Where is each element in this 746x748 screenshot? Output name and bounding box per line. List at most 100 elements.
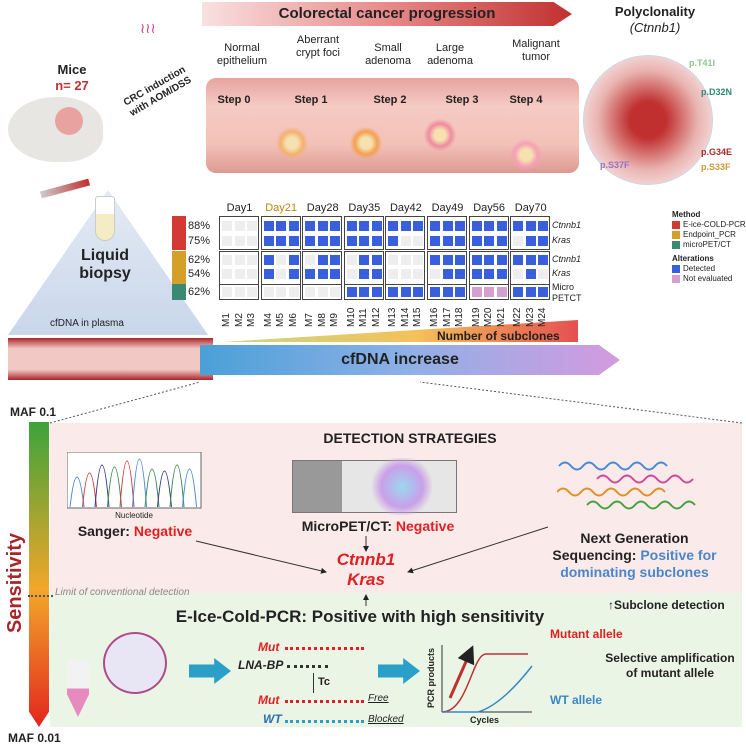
mouse-cell-m14 <box>400 287 411 297</box>
step-label: Step 0 <box>217 94 251 106</box>
mouse-cell-m16 <box>430 236 440 246</box>
legend-swatch <box>672 220 680 229</box>
tc-label: Tc <box>318 676 331 688</box>
blood-tube-icon <box>95 196 115 241</box>
chromatogram-peak <box>69 476 85 508</box>
mouse-cell-m7 <box>305 287 316 297</box>
lesion-illustration <box>510 139 542 171</box>
mouse-cell-m8 <box>317 269 328 279</box>
mouse-cell-m10 <box>346 255 357 265</box>
mouse-cell-m11 <box>359 255 370 265</box>
method-color-bar <box>172 251 186 285</box>
limit-label: Limit of conventional detection <box>55 587 190 598</box>
mouse-cell-m22 <box>513 287 524 297</box>
mouse-cell-m17 <box>442 255 453 265</box>
mice-label: Mice <box>57 62 87 77</box>
maf-top-label: MAF 0.1 <box>10 405 57 419</box>
eicp-title: E-Ice-Cold-PCR: Positive with high sensi… <box>175 607 545 626</box>
mutant-allele-label: Mutant allele <box>550 627 623 641</box>
stage-label: Malignant tumor <box>512 38 560 63</box>
mouse-cell-m9 <box>330 221 341 231</box>
mouse-cell-m20 <box>484 269 495 279</box>
mouse-cell-m21 <box>496 236 507 246</box>
legend-method-item: E-ice-COLD-PCR <box>672 220 746 230</box>
mouse-cell-m12 <box>371 255 382 265</box>
row-gene: Kras <box>552 268 571 278</box>
mouse-cell-m21 <box>496 221 507 231</box>
mouse-cell-m9 <box>330 287 341 297</box>
mouse-cell-m19 <box>471 255 482 265</box>
mouse-cell-m1 <box>222 236 232 246</box>
mouse-cell-m23 <box>525 255 536 265</box>
step-label: Step 3 <box>445 94 479 106</box>
legend-alteration-item: Detected <box>672 264 746 274</box>
mouse-cell-m6 <box>288 236 299 246</box>
step-label: Step 1 <box>294 94 328 106</box>
mouse-cell-m6 <box>288 269 299 279</box>
detection-strategies-title: DETECTION STRATEGIES <box>323 430 497 446</box>
selective-amplification-label: Selective amplification of mutant allele <box>605 651 735 680</box>
cfdna-increase-label: cfDNA increase <box>341 351 459 368</box>
mouse-cell-m14 <box>400 221 411 231</box>
day-label: Day49 <box>431 202 464 214</box>
mouse-cell-m4 <box>263 287 274 297</box>
mouse-cell-m19 <box>471 269 482 279</box>
mouse-cell-m2 <box>234 287 245 297</box>
blood-vessel <box>8 338 213 380</box>
liquid-biopsy-label: Liquid biopsy <box>79 247 131 282</box>
polyclonal-tumor-illustration <box>583 55 713 185</box>
mouse-cell-m2 <box>234 221 245 231</box>
mouse-cell-m12 <box>371 287 382 297</box>
mouse-cell-m17 <box>442 269 453 279</box>
mouse-cell-m22 <box>513 269 524 279</box>
mouse-cell-m4 <box>263 236 274 246</box>
dna-strands-illustration <box>557 461 696 510</box>
chromatogram-peak <box>169 464 185 508</box>
mouse-cell-m2 <box>234 269 245 279</box>
mouse-cell-m23 <box>525 287 536 297</box>
mouse-cell-m15 <box>413 269 424 279</box>
wt-blocked-strand <box>285 720 364 723</box>
mouse-cell-m18 <box>455 255 465 265</box>
cfdna-plasma-label: cfDNA in plasma <box>50 318 124 329</box>
mouse-cell-m8 <box>317 236 328 246</box>
chromatogram-peak <box>119 460 135 508</box>
maf-bottom-label: MAF 0.01 <box>8 731 61 745</box>
legend: Method E-ice-COLD-PCR Endpoint_PCR microPE… <box>672 210 746 284</box>
mut-strand <box>285 647 364 650</box>
sanger-result: Sanger: Negative <box>77 523 193 539</box>
mouse-cell-m24 <box>538 236 549 246</box>
micropet-result: MicroPET/CT: Negative <box>301 518 455 534</box>
mouse-cell-m21 <box>496 269 507 279</box>
mouse-cell-m7 <box>305 221 316 231</box>
mouse-cell-m1 <box>222 269 232 279</box>
mouse-cell-m14 <box>400 269 411 279</box>
legend-method-item: Endpoint_PCR <box>672 230 746 240</box>
mouse-cell-m6 <box>288 287 299 297</box>
subclones-label: Number of subclones <box>437 329 560 343</box>
mouse-cell-m24 <box>538 269 549 279</box>
mice-count: n= 27 <box>55 78 89 93</box>
stage-label: Small adenoma <box>365 42 411 67</box>
mouse-cell-m13 <box>388 236 399 246</box>
legend-label: Detected <box>683 264 716 273</box>
polyclonality-gene: (Ctnnb1) <box>629 20 681 35</box>
mouse-cell-m9 <box>330 269 341 279</box>
mouse-cell-m16 <box>430 287 440 297</box>
stage-label: Normal epithelium <box>216 42 268 67</box>
polyclonality-title: Polyclonality <box>614 4 696 19</box>
mouse-cell-m8 <box>317 255 328 265</box>
mut-free-strand <box>285 700 364 703</box>
mouse-cell-m23 <box>525 221 536 231</box>
mouse-cell-m5 <box>276 269 287 279</box>
mouse-cell-m24 <box>538 255 549 265</box>
row-gene: Micro PETCT <box>552 282 582 303</box>
mut-label-2: Mut <box>258 693 280 707</box>
mouse-cell-m1 <box>222 287 232 297</box>
mouse-cell-m1 <box>222 221 232 231</box>
mouse-cell-m13 <box>388 287 399 297</box>
lna-strand <box>287 665 328 668</box>
mouse-cell-m21 <box>496 287 507 297</box>
day-label: Day35 <box>348 202 381 214</box>
subclone-detection-label: ↑Subclone detection <box>608 598 725 612</box>
